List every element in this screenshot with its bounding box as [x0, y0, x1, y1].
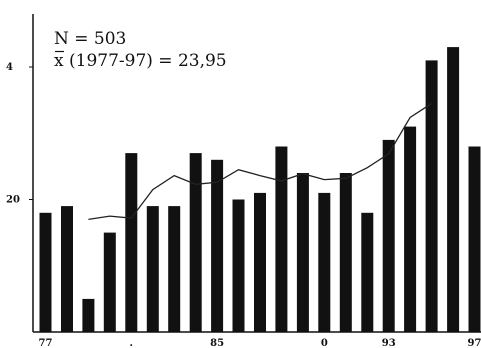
bar-1992	[361, 212, 374, 333]
bar-1988	[275, 146, 288, 332]
bar-1979	[82, 298, 95, 332]
bar-1987	[254, 192, 266, 332]
bar-1996	[447, 47, 460, 332]
y-tick-label: 4	[6, 62, 13, 73]
bar-1997	[468, 146, 481, 332]
bar-series	[39, 47, 481, 333]
bar-1984	[189, 153, 202, 332]
bar-1990	[318, 192, 331, 332]
bar-1985	[211, 159, 224, 333]
annotation-n: N = 503	[54, 29, 126, 49]
x-tick-label: 93	[382, 338, 396, 348]
moving-average-line	[88, 102, 432, 221]
bar-1983	[168, 206, 181, 332]
mean-symbol: x	[54, 51, 64, 71]
x-tick-label: .	[130, 338, 133, 348]
x-tick-label: 97	[468, 338, 481, 348]
mean-text: (1977-97) = 23,95	[64, 51, 227, 71]
x-tick-labels: 77. 85 0 93 97	[39, 338, 481, 348]
x-tick-label: 77	[39, 338, 53, 348]
x-tick-label: 85	[210, 338, 224, 348]
bar-1995	[425, 60, 438, 333]
bar-1989	[296, 173, 309, 332]
y-tick-labels: 20 4	[6, 62, 33, 206]
bar-1986	[232, 199, 245, 332]
x-tick-label: 0	[321, 338, 328, 348]
bar-1991	[339, 173, 352, 332]
bar-1981	[125, 153, 138, 332]
bar-1980	[103, 232, 116, 332]
bar-1994	[404, 126, 417, 332]
bar-1993	[382, 139, 395, 332]
y-tick-label: 20	[6, 195, 20, 206]
annotation-mean: x (1977-97) = 23,95	[54, 51, 227, 71]
bar-1977	[39, 212, 52, 333]
bar-1978	[61, 206, 73, 332]
bar-1982	[146, 206, 159, 332]
